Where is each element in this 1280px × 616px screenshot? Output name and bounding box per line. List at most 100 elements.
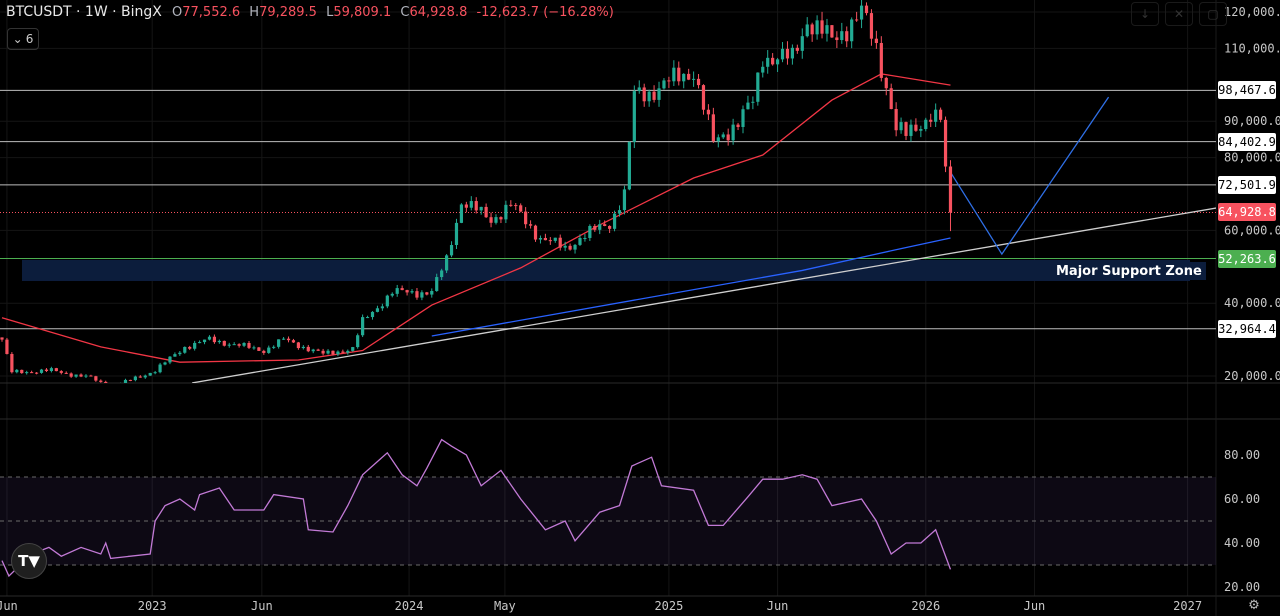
- candle: [474, 201, 478, 211]
- candle: [622, 189, 627, 211]
- candle: [785, 48, 790, 59]
- candle: [845, 31, 849, 42]
- candle: [731, 124, 735, 141]
- symbol-legend: BTCUSDT · 1W · BingX O77,552.6 H79,289.5…: [6, 4, 619, 20]
- candle: [281, 338, 286, 340]
- high-value: 79,289.5: [259, 5, 317, 20]
- candle: [810, 24, 814, 35]
- candle: [365, 317, 370, 319]
- candle: [533, 225, 538, 240]
- candle: [232, 344, 236, 346]
- candle: [227, 344, 231, 346]
- candle: [454, 222, 459, 246]
- candle: [54, 368, 58, 372]
- candle: [242, 342, 246, 346]
- arrow-down-icon[interactable]: ↓: [1131, 2, 1159, 26]
- candle: [0, 337, 4, 340]
- high-label: H: [249, 5, 260, 20]
- candle: [301, 346, 305, 349]
- candle: [123, 379, 128, 383]
- candle: [316, 349, 320, 351]
- support-zone-rect: [22, 259, 1190, 281]
- time-axis-label: Jun: [0, 599, 18, 613]
- candle: [94, 376, 98, 381]
- moving-average-blue: [431, 237, 951, 337]
- rsi-axis-label: 80.00: [1224, 448, 1260, 462]
- candle: [929, 119, 933, 122]
- candle: [311, 349, 315, 352]
- candle: [657, 88, 661, 100]
- candle: [889, 88, 893, 109]
- moving-average-red: [1, 73, 951, 363]
- price-axis-label: 110,000.0: [1224, 41, 1280, 55]
- candle: [183, 346, 187, 353]
- candle: [459, 204, 464, 223]
- candle: [361, 317, 365, 336]
- pane-toolbar: ↓ ✕ ▢: [1131, 2, 1227, 26]
- candle: [104, 381, 108, 383]
- price-tag: 64,928.8: [1218, 203, 1276, 222]
- price-axis-label: 90,000.0: [1224, 114, 1280, 128]
- candle: [780, 48, 785, 60]
- candle: [217, 340, 221, 343]
- candle: [128, 379, 133, 381]
- candle: [701, 85, 706, 110]
- change-value: -12,623.7 (−16.28%): [476, 5, 614, 20]
- candle: [825, 25, 829, 34]
- candle: [909, 124, 913, 136]
- candle: [143, 375, 147, 378]
- settings-icon[interactable]: ⚙: [1248, 597, 1260, 613]
- candle: [637, 87, 641, 92]
- candle: [15, 369, 19, 373]
- candle: [188, 346, 192, 349]
- candle: [10, 353, 14, 373]
- candle: [390, 293, 394, 296]
- maximize-icon[interactable]: ▢: [1199, 2, 1227, 26]
- candle: [247, 342, 251, 348]
- candle: [795, 47, 799, 51]
- candle: [840, 31, 844, 41]
- candle: [25, 372, 29, 374]
- collapse-icon[interactable]: ✕: [1165, 2, 1193, 26]
- candle: [593, 225, 597, 230]
- candle: [627, 141, 631, 190]
- candle: [859, 5, 864, 20]
- candle: [716, 137, 720, 142]
- candle: [583, 237, 587, 239]
- candle: [74, 374, 78, 377]
- candle: [193, 342, 197, 349]
- candle: [850, 19, 854, 42]
- candle: [158, 364, 162, 373]
- candle: [79, 374, 83, 377]
- candle: [59, 371, 63, 373]
- candle: [756, 72, 760, 102]
- candle: [380, 306, 384, 309]
- candle: [163, 362, 167, 365]
- time-axis-label: Jun: [251, 599, 273, 613]
- candle: [563, 245, 567, 248]
- rsi-axis-label: 20.00: [1224, 580, 1260, 594]
- candle: [296, 342, 300, 349]
- candle: [514, 205, 518, 207]
- candle: [914, 124, 918, 131]
- candle: [919, 129, 923, 131]
- candle: [20, 369, 24, 374]
- candle: [775, 59, 780, 65]
- candle: [410, 291, 414, 293]
- candle: [568, 245, 572, 250]
- candle: [449, 245, 454, 256]
- candle: [222, 340, 226, 346]
- indicators-toggle-button[interactable]: ⌄ 6: [7, 28, 39, 50]
- candle: [237, 344, 241, 346]
- candle: [934, 109, 938, 122]
- candle: [879, 42, 883, 78]
- price-tag: 84,402.9: [1218, 132, 1276, 151]
- trendline: [192, 207, 1216, 383]
- candle: [168, 356, 172, 363]
- candle: [603, 224, 607, 226]
- candle: [736, 124, 740, 128]
- candle: [395, 288, 399, 294]
- tradingview-logo[interactable]: T▼: [11, 543, 47, 579]
- symbol-title[interactable]: BTCUSDT · 1W · BingX: [6, 4, 162, 20]
